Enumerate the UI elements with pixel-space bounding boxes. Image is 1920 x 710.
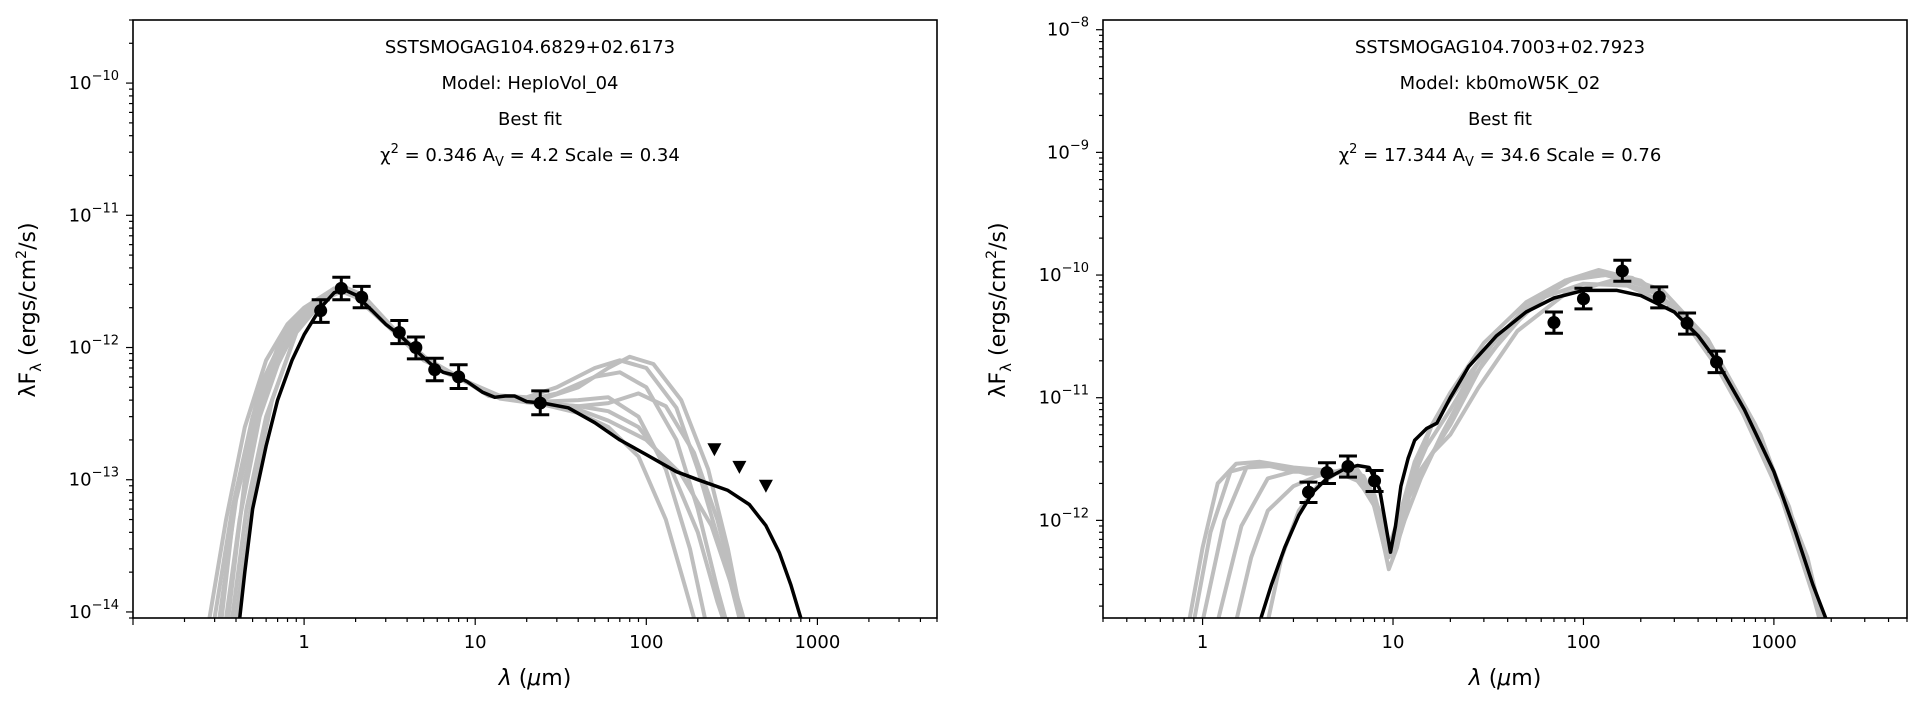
y-tick-label: 10−8	[1047, 16, 1089, 41]
data-point	[1365, 469, 1384, 493]
x-axis-label: λ (μm)	[1468, 666, 1542, 691]
data-marker	[452, 370, 466, 384]
data-marker	[533, 396, 547, 410]
x-tick-label: 10	[1382, 632, 1405, 653]
data-marker	[428, 363, 442, 377]
model-curve	[1234, 278, 1823, 618]
data-point	[332, 275, 351, 302]
y-tick-label: 10−12	[1039, 506, 1089, 531]
model-curve	[1216, 272, 1824, 618]
data-point	[1299, 480, 1318, 504]
data-point	[390, 319, 409, 346]
x-tick-label: 1000	[794, 632, 840, 653]
y-tick-label: 10−9	[1047, 138, 1089, 163]
data-point	[1338, 454, 1357, 479]
model-curve	[226, 286, 744, 618]
data-point	[352, 284, 371, 310]
plot-area	[207, 275, 803, 618]
data-marker	[392, 325, 406, 339]
data-marker	[1652, 290, 1666, 304]
fit-label: Best fit	[1468, 109, 1532, 130]
data-marker	[1341, 459, 1355, 473]
data-marker	[1302, 485, 1316, 499]
data-point	[1613, 258, 1632, 283]
upper-limit-marker	[732, 460, 747, 474]
y-axis-label: λFλ (ergs/cm2/s)	[14, 222, 45, 397]
data-marker	[1680, 316, 1694, 330]
data-marker	[1710, 355, 1724, 369]
data-point	[406, 335, 425, 361]
model-name: Model: kb0moW5K_02	[1400, 73, 1601, 94]
y-tick-label: 10−13	[69, 466, 119, 491]
data-point	[425, 356, 444, 383]
model-curve	[230, 286, 725, 618]
best-fit-curve	[1259, 288, 1828, 618]
source-name: SSTSMOGAG104.7003+02.7923	[1355, 37, 1645, 58]
data-marker	[409, 341, 423, 355]
axes-frame	[132, 19, 938, 619]
upper-limit-marker	[707, 443, 722, 457]
model-curve	[234, 288, 746, 618]
data-point	[531, 389, 550, 417]
x-tick-label: 1	[298, 632, 309, 653]
data-marker	[1547, 316, 1561, 330]
x-tick-label: 10	[464, 632, 487, 653]
data-point	[311, 298, 330, 324]
y-tick-label: 10−10	[69, 69, 119, 94]
y-tick-label: 10−14	[69, 598, 119, 623]
data-marker	[1320, 466, 1334, 480]
model-curve	[1192, 270, 1822, 618]
plot-area	[1187, 258, 1828, 618]
y-tick-label: 10−11	[69, 201, 119, 226]
data-point	[1544, 310, 1563, 335]
upper-limit-marker	[758, 479, 773, 493]
x-tick-label: 100	[1566, 632, 1600, 653]
x-tick-label: 1000	[1751, 632, 1797, 653]
sed-panel-2: 1 10 100 1000 10−12 10−11 10−10 10−9 10−8 λ (μm) λ…	[984, 16, 1908, 691]
data-marker	[1576, 292, 1590, 306]
data-point	[1650, 285, 1669, 310]
fit-label: Best fit	[498, 109, 562, 130]
y-tick-label: 10−12	[69, 334, 119, 359]
x-tick-label: 1	[1197, 632, 1208, 653]
data-marker	[1368, 474, 1382, 488]
data-marker	[314, 304, 328, 318]
model-curve	[219, 284, 744, 618]
model-name: Model: HepIoVol_04	[441, 73, 618, 94]
data-point	[449, 363, 468, 390]
data-marker	[334, 281, 348, 295]
data-point	[1574, 286, 1593, 311]
y-axis-label: λFλ (ergs/cm2/s)	[984, 222, 1015, 397]
data-point	[1317, 461, 1336, 485]
data-marker	[1615, 264, 1629, 278]
source-name: SSTSMOGAG104.6829+02.6173	[385, 37, 675, 58]
y-tick-label: 10−11	[1039, 384, 1089, 409]
y-tick-label: 10−10	[1039, 261, 1089, 286]
x-tick-label: 100	[629, 632, 663, 653]
sed-panel-1: 1 10 100 1000 10−14 10−13 10−12 10−11 10−10 λ (μm…	[14, 19, 938, 691]
fit-statistics: χ2 = 0.346 AV = 4.2 Scale = 0.34	[380, 142, 680, 170]
data-point	[1678, 311, 1697, 336]
fit-statistics: χ2 = 17.344 AV = 34.6 Scale = 0.76	[1339, 142, 1662, 170]
data-marker	[355, 290, 369, 304]
data-point	[1707, 349, 1726, 375]
x-axis-label: λ (μm)	[498, 666, 572, 691]
best-fit-curve	[237, 287, 803, 618]
axes-frame	[1102, 19, 1908, 619]
